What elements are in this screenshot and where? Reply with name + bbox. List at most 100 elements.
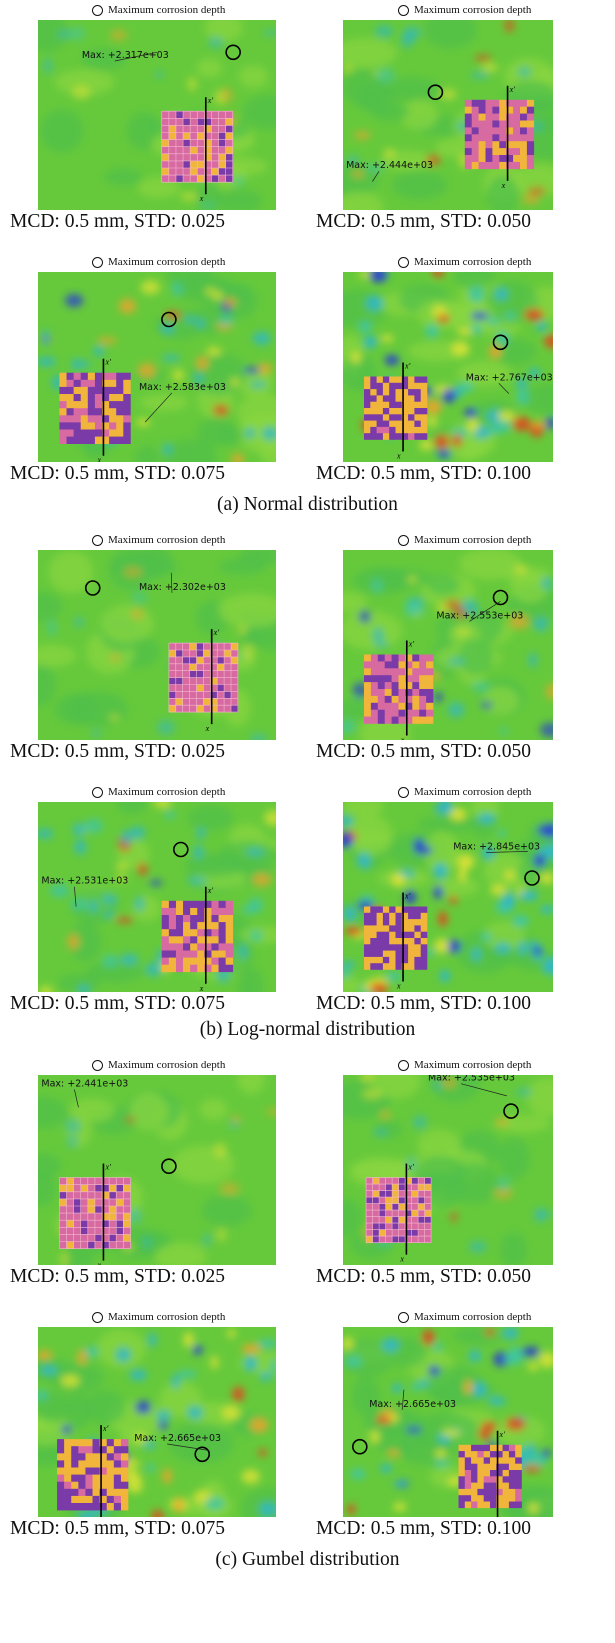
- section-caption: (b) Log-normal distribution: [199, 1019, 416, 1040]
- max-leader-line: [167, 1443, 210, 1451]
- legend-label: Maximum corrosion depth: [414, 256, 532, 268]
- panel-caption: MCD: 0.5 mm, STD: 0.050: [316, 211, 532, 232]
- corrosion-contour-plot: x' x Max: +2.845e+03: [343, 802, 553, 992]
- legend-max-corrosion-depth: Maximum corrosion depth: [92, 256, 225, 268]
- legend-label: Maximum corrosion depth: [414, 4, 532, 16]
- circle-marker-icon: [398, 4, 409, 16]
- max-value-label: Max: +2.317e+03: [82, 50, 169, 61]
- section-label-top: x': [104, 1163, 111, 1172]
- specimen-grid: [161, 110, 234, 183]
- max-depth-circle: [84, 580, 101, 596]
- contour-field: x' x Max: +2.302e+03: [38, 550, 276, 740]
- max-value-label: Max: +2.444e+03: [346, 160, 433, 171]
- panel-caption: MCD: 0.5 mm, STD: 0.100: [316, 993, 532, 1014]
- max-value-label: Max: +2.535e+03: [428, 1075, 515, 1084]
- legend-label: Maximum corrosion depth: [414, 1311, 532, 1323]
- section-label-bottom: x: [400, 736, 405, 741]
- section-label-bottom: x: [396, 452, 401, 461]
- max-leader-line: [114, 51, 158, 62]
- circle-marker-icon: [92, 4, 103, 16]
- specimen-grid: [365, 1177, 432, 1243]
- max-value-label: Max: +2.302e+03: [139, 582, 226, 593]
- section-label-bottom: x: [205, 724, 210, 733]
- max-leader-line: [170, 572, 173, 593]
- section-caption: (c) Gumbel distribution: [215, 1549, 400, 1570]
- circle-marker-icon: [398, 256, 409, 268]
- max-leader-line: [74, 1089, 79, 1108]
- max-value-label: Max: +2.441e+03: [41, 1078, 128, 1089]
- legend-label: Maximum corrosion depth: [108, 256, 226, 268]
- panel-caption: MCD: 0.5 mm, STD: 0.075: [10, 463, 226, 484]
- legend-label: Maximum corrosion depth: [414, 1059, 532, 1071]
- section-label-bottom: x: [501, 181, 506, 190]
- circle-marker-icon: [398, 1311, 409, 1323]
- legend-max-corrosion-depth: Maximum corrosion depth: [398, 534, 531, 546]
- contour-field: x' x Max: +2.535e+03: [343, 1075, 553, 1265]
- max-value-label: Max: +2.531e+03: [41, 876, 128, 887]
- section-label-bottom: x: [96, 1261, 101, 1265]
- legend-max-corrosion-depth: Maximum corrosion depth: [398, 4, 531, 16]
- max-value-label: Max: +2.665e+03: [134, 1433, 221, 1444]
- max-value-label: Max: +2.583e+03: [139, 382, 226, 393]
- max-leader-line: [460, 1083, 507, 1097]
- max-value-label: Max: +2.553e+03: [436, 610, 523, 621]
- contour-field: x' x Max: +2.553e+03: [343, 550, 553, 740]
- max-leader-line: [486, 851, 528, 853]
- circle-marker-icon: [92, 1059, 103, 1071]
- legend-max-corrosion-depth: Maximum corrosion depth: [92, 1311, 225, 1323]
- max-leader-line: [144, 392, 173, 423]
- legend-max-corrosion-depth: Maximum corrosion depth: [92, 786, 225, 798]
- legend-label: Maximum corrosion depth: [414, 534, 532, 546]
- section-label-bottom: x: [399, 1255, 404, 1264]
- section-label-top: x': [213, 628, 220, 637]
- corrosion-contour-plot: x' x Max: +2.302e+03: [38, 550, 276, 740]
- corrosion-contour-plot: x' x Max: +2.531e+03: [38, 802, 276, 992]
- section-label-bottom: x: [96, 456, 101, 462]
- legend-label: Maximum corrosion depth: [108, 1059, 226, 1071]
- legend-max-corrosion-depth: Maximum corrosion depth: [398, 256, 531, 268]
- specimen-grid: [161, 900, 234, 973]
- specimen-grid: [57, 1439, 129, 1511]
- specimen-grid: [168, 642, 239, 713]
- corrosion-contour-plot: x' x Max: +2.535e+03: [343, 1075, 553, 1265]
- section-label-top: x': [404, 892, 411, 901]
- circle-marker-icon: [92, 1311, 103, 1323]
- circle-marker-icon: [398, 1059, 409, 1071]
- circle-marker-icon: [92, 786, 103, 798]
- corrosion-contour-plot: x' x Max: +2.767e+03: [343, 272, 553, 462]
- panel-caption: MCD: 0.5 mm, STD: 0.025: [10, 211, 226, 232]
- section-label-top: x': [104, 358, 111, 367]
- section-caption: (a) Normal distribution: [217, 494, 398, 515]
- max-depth-circle: [161, 311, 177, 328]
- legend-label: Maximum corrosion depth: [108, 534, 226, 546]
- circle-marker-icon: [92, 534, 103, 546]
- corrosion-contour-plot: x' x Max: +2.583e+03: [38, 272, 276, 462]
- max-leader-line: [469, 601, 501, 622]
- contour-field: x' x Max: +2.441e+03: [38, 1075, 276, 1265]
- section-label-top: x': [207, 886, 214, 895]
- panel-caption: MCD: 0.5 mm, STD: 0.100: [316, 463, 532, 484]
- contour-field: x' x Max: +2.583e+03: [38, 272, 276, 462]
- section-label-top: x': [207, 96, 214, 105]
- max-value-label: Max: +2.845e+03: [453, 842, 540, 853]
- max-depth-circle: [225, 44, 241, 61]
- contour-field: x' x Max: +2.444e+03: [343, 20, 553, 210]
- specimen-grid: [59, 372, 131, 444]
- max-depth-circle: [492, 589, 509, 606]
- panel-caption: MCD: 0.5 mm, STD: 0.075: [10, 993, 226, 1014]
- specimen-grid: [364, 654, 434, 724]
- contour-field: x' x Max: +2.767e+03: [343, 272, 553, 462]
- legend-max-corrosion-depth: Maximum corrosion depth: [92, 534, 225, 546]
- section-label-top: x': [408, 640, 415, 649]
- panel-caption: MCD: 0.5 mm, STD: 0.075: [10, 1518, 226, 1539]
- corrosion-contour-plot: x' x Max: +2.317e+03: [38, 20, 276, 210]
- section-label-top: x': [407, 1163, 414, 1172]
- section-label-top: x': [509, 85, 516, 94]
- legend-max-corrosion-depth: Maximum corrosion depth: [92, 4, 225, 16]
- corrosion-contour-plot: x' x Max: +2.441e+03: [38, 1075, 276, 1265]
- max-depth-circle: [492, 334, 509, 351]
